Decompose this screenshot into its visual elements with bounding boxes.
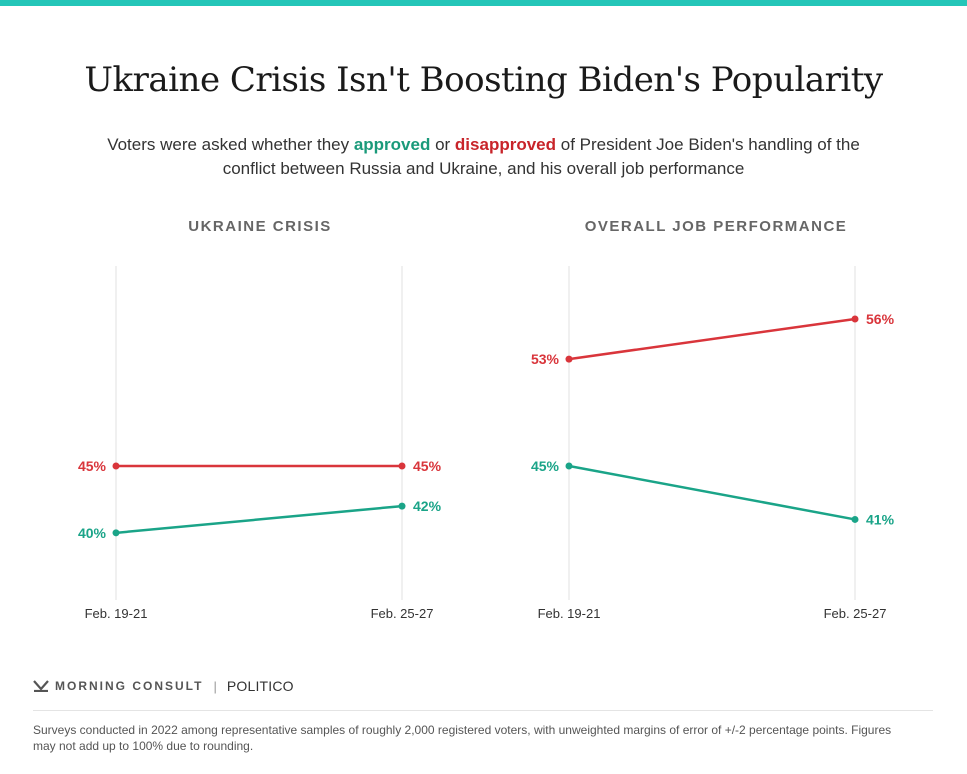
panel-title-overall: OVERALL JOB PERFORMANCE bbox=[584, 218, 848, 235]
panel-title-ukraine: UKRAINE CRISIS bbox=[188, 218, 332, 235]
data-label-overall-approve-0: 45% bbox=[531, 458, 560, 474]
morning-consult-logo-icon bbox=[33, 680, 49, 692]
x-tick-label-ukraine-0: Feb. 19-21 bbox=[85, 606, 148, 621]
x-tick-label-overall-1: Feb. 25-27 bbox=[824, 606, 887, 621]
subtitle-text-3: of President Joe Biden's handling of the… bbox=[222, 135, 860, 178]
data-label-overall-disapprove-0: 53% bbox=[531, 351, 560, 367]
top-accent-bar bbox=[0, 0, 967, 6]
series-line-overall-approve bbox=[568, 464, 856, 521]
x-tick-label-overall-0: Feb. 19-21 bbox=[538, 606, 601, 621]
brand-separator: | bbox=[213, 678, 217, 694]
chart-title: Ukraine Crisis Isn't Boosting Biden's Po… bbox=[84, 60, 883, 100]
data-label-ukraine-approve-0: 40% bbox=[78, 525, 107, 541]
subtitle-approved-word: approved bbox=[353, 135, 431, 154]
data-label-ukraine-approve-1: 42% bbox=[413, 498, 442, 514]
footer-divider bbox=[33, 710, 933, 711]
footnote: Surveys conducted in 2022 among represen… bbox=[33, 723, 892, 753]
series-line-overall-disapprove bbox=[568, 317, 856, 361]
data-label-overall-approve-1: 41% bbox=[866, 511, 895, 527]
data-label-overall-disapprove-1: 56% bbox=[866, 311, 895, 327]
chart-subtitle: Voters were asked whether they approved … bbox=[100, 133, 867, 181]
data-point-ukraine-approve-0 bbox=[112, 529, 120, 537]
subtitle-text-2: or bbox=[430, 135, 455, 154]
data-point-overall-disapprove-0 bbox=[565, 355, 573, 363]
series-line-ukraine-approve bbox=[115, 504, 403, 535]
data-label-ukraine-disapprove-0: 45% bbox=[78, 458, 107, 474]
brand-footer: MORNING CONSULT | POLITICO bbox=[33, 678, 294, 694]
subtitle-text-1: Voters were asked whether they bbox=[107, 135, 354, 154]
brand-morning-consult: MORNING CONSULT bbox=[55, 679, 204, 693]
data-point-overall-approve-0 bbox=[565, 462, 573, 470]
data-point-ukraine-approve-1 bbox=[398, 502, 406, 510]
data-point-ukraine-disapprove-0 bbox=[112, 462, 120, 470]
data-point-overall-approve-1 bbox=[851, 515, 859, 523]
data-point-ukraine-disapprove-1 bbox=[398, 462, 406, 470]
data-point-overall-disapprove-1 bbox=[851, 315, 859, 323]
data-label-ukraine-disapprove-1: 45% bbox=[413, 458, 442, 474]
brand-politico: POLITICO bbox=[226, 678, 294, 694]
x-tick-label-ukraine-1: Feb. 25-27 bbox=[371, 606, 434, 621]
subtitle-disapproved-word: disapproved bbox=[454, 135, 557, 154]
